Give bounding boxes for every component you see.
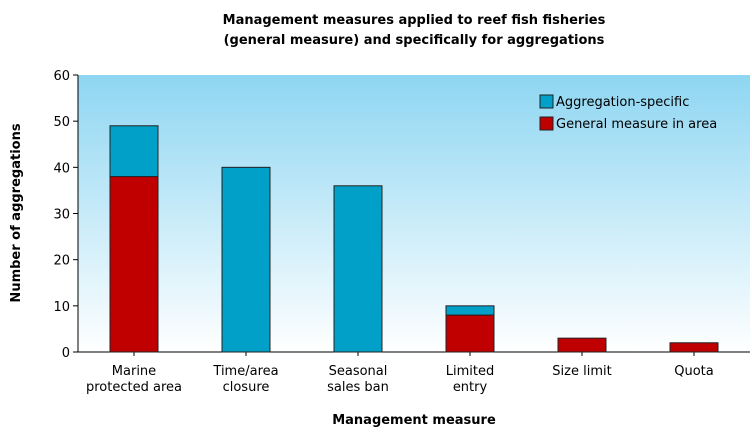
x-tick-label: Limited entry xyxy=(446,364,494,395)
y-tick-label: 50 xyxy=(53,115,70,130)
bar-segment xyxy=(445,314,495,353)
bar-segment xyxy=(445,305,495,316)
x-tick-label: Size limit xyxy=(552,364,611,379)
legend-label: Aggregation-specific xyxy=(556,95,689,110)
y-tick-label: 10 xyxy=(53,300,70,315)
y-tick-label: 40 xyxy=(53,161,70,176)
bar-segment xyxy=(669,342,719,353)
y-tick-label: 60 xyxy=(53,69,70,84)
x-tick-label: Quota xyxy=(674,364,714,379)
y-axis-label: Number of aggregations xyxy=(9,123,24,302)
x-tick-label: Time/area closure xyxy=(212,364,278,395)
legend-label: General measure in area xyxy=(556,117,717,132)
bar-segment xyxy=(109,125,159,178)
bar-segment xyxy=(109,176,159,353)
x-tick-label: Seasonal sales ban xyxy=(327,364,389,395)
legend-swatch xyxy=(539,94,554,109)
chart-title: Management measures applied to reef fish… xyxy=(223,13,606,28)
bar-segment xyxy=(333,185,383,353)
plot-area xyxy=(78,75,750,352)
bar-segment xyxy=(557,337,607,353)
y-tick-label: 0 xyxy=(62,346,70,361)
chart-subtitle: (general measure) and specifically for a… xyxy=(224,33,605,48)
legend-swatch xyxy=(539,116,554,131)
x-tick-label: Marine protected area xyxy=(86,364,182,395)
x-axis-label: Management measure xyxy=(332,413,496,428)
bar-segment xyxy=(221,166,271,353)
y-tick-label: 30 xyxy=(53,208,70,223)
y-tick-label: 20 xyxy=(53,254,70,269)
